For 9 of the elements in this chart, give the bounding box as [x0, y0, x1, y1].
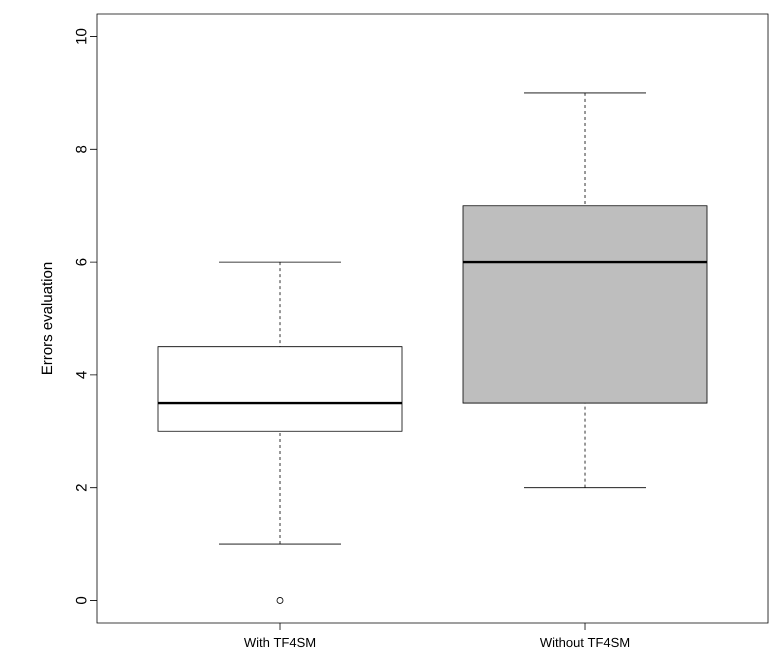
x-tick-label: With TF4SM [244, 638, 316, 648]
y-tick-label: 4 [76, 371, 86, 379]
x-tick-label: Without TF4SM [540, 638, 630, 648]
y-tick-label: 8 [76, 146, 86, 153]
y-tick-label: 2 [76, 484, 86, 492]
y-tick-label: 10 [76, 28, 86, 44]
y-axis-title: Errors evaluation [41, 262, 52, 374]
y-tick-label: 0 [76, 596, 86, 604]
y-tick-label: 6 [76, 258, 86, 266]
